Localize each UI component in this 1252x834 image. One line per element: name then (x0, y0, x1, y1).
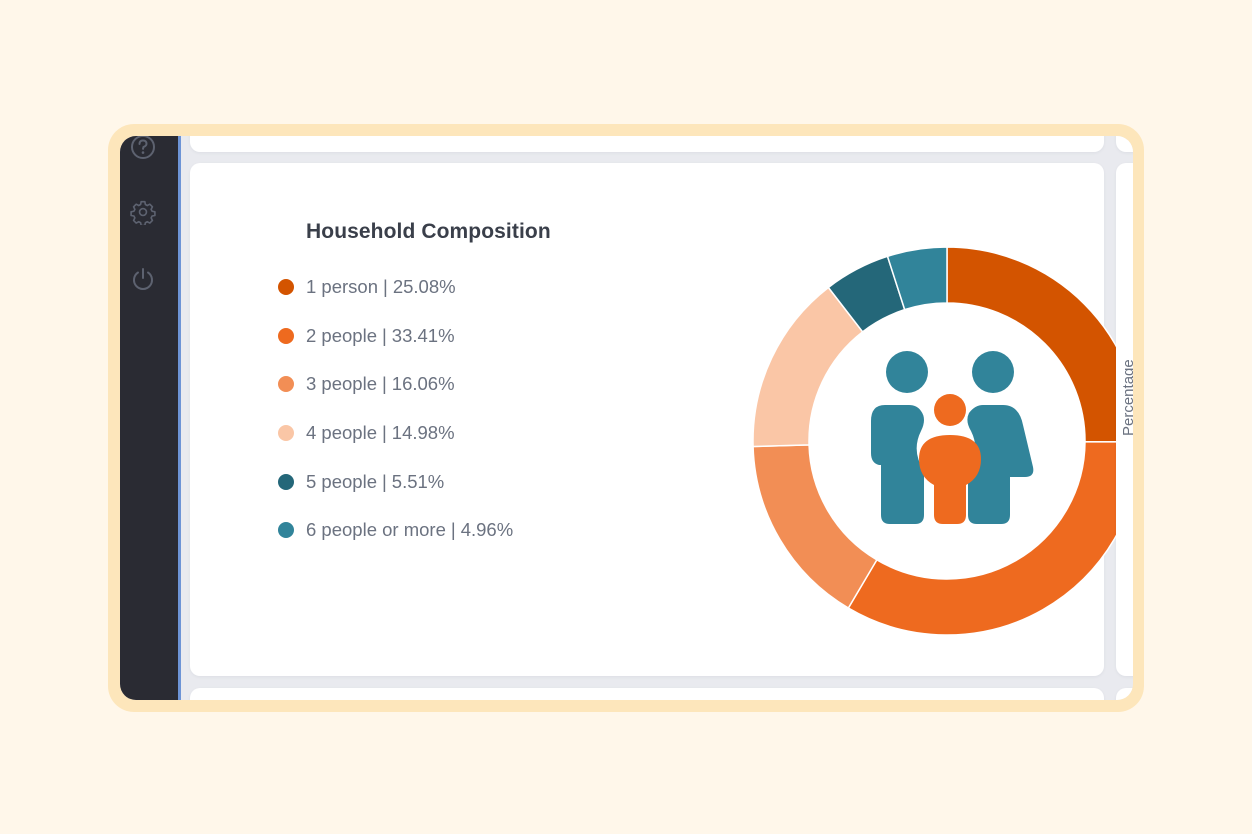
legend-dot-icon (278, 279, 294, 296)
settings-icon[interactable] (129, 198, 157, 226)
donut-segment[interactable] (886, 246, 948, 311)
app-viewport: Household Composition 1 person | 25.08% 2 p… (120, 136, 1133, 700)
legend-item[interactable]: 5 people | 5.51% (278, 457, 513, 506)
next-card (190, 688, 1104, 700)
donut-segment[interactable] (752, 444, 878, 610)
donut-segment[interactable] (847, 440, 1133, 636)
power-icon[interactable] (129, 265, 157, 293)
right-top-card (1116, 136, 1133, 152)
legend-value: 14.98% (391, 422, 455, 444)
legend-dot-icon (278, 376, 294, 393)
legend-separator: | (383, 276, 388, 298)
help-icon[interactable] (129, 136, 157, 161)
previous-card (190, 136, 1104, 152)
legend-label: 3 people (306, 373, 377, 395)
family-icon (871, 351, 1034, 524)
legend-item[interactable]: 3 people | 16.06% (278, 360, 513, 409)
legend-label: 5 people (306, 470, 377, 492)
legend-dot-icon (278, 425, 294, 442)
sidebar-divider (178, 136, 181, 700)
legend-value: 4.96% (460, 519, 514, 541)
donut-chart (750, 244, 1133, 638)
legend-separator: | (381, 470, 387, 492)
legend-item[interactable]: 4 people | 14.98% (278, 409, 513, 458)
legend-value: 33.41% (391, 324, 455, 346)
legend-value: 25.08% (392, 276, 456, 298)
legend-separator: | (450, 519, 456, 541)
legend-label: 1 person (306, 276, 378, 298)
legend-label: 2 people (306, 324, 377, 346)
legend-separator: | (381, 422, 387, 444)
legend-item[interactable]: 2 people | 33.41% (278, 312, 513, 361)
legend-item[interactable]: 6 people or more | 4.96% (278, 506, 513, 555)
legend-item[interactable]: 1 person | 25.08% (278, 263, 513, 312)
right-bottom-card (1116, 688, 1133, 700)
chart-legend: 1 person | 25.08% 2 people | 33.41% 3 people | 1… (278, 263, 513, 555)
donut-segment[interactable] (946, 246, 1133, 443)
legend-separator: | (381, 324, 387, 346)
legend-separator: | (381, 373, 387, 395)
donut-svg (752, 246, 1133, 636)
legend-label: 4 people (306, 422, 377, 444)
sidebar (120, 136, 178, 700)
legend-dot-icon (278, 327, 294, 344)
legend-value: 5.51% (391, 470, 445, 492)
legend-dot-icon (278, 522, 294, 539)
right-card (1116, 163, 1133, 676)
legend-value: 16.06% (391, 373, 455, 395)
household-composition-card: Household Composition 1 person | 25.08% 2 p… (190, 163, 1133, 676)
legend-dot-icon (278, 473, 294, 490)
card-title: Household Composition (306, 220, 551, 243)
legend-label: 6 people or more (306, 519, 446, 541)
right-axis-label: Percentage (1120, 359, 1133, 436)
